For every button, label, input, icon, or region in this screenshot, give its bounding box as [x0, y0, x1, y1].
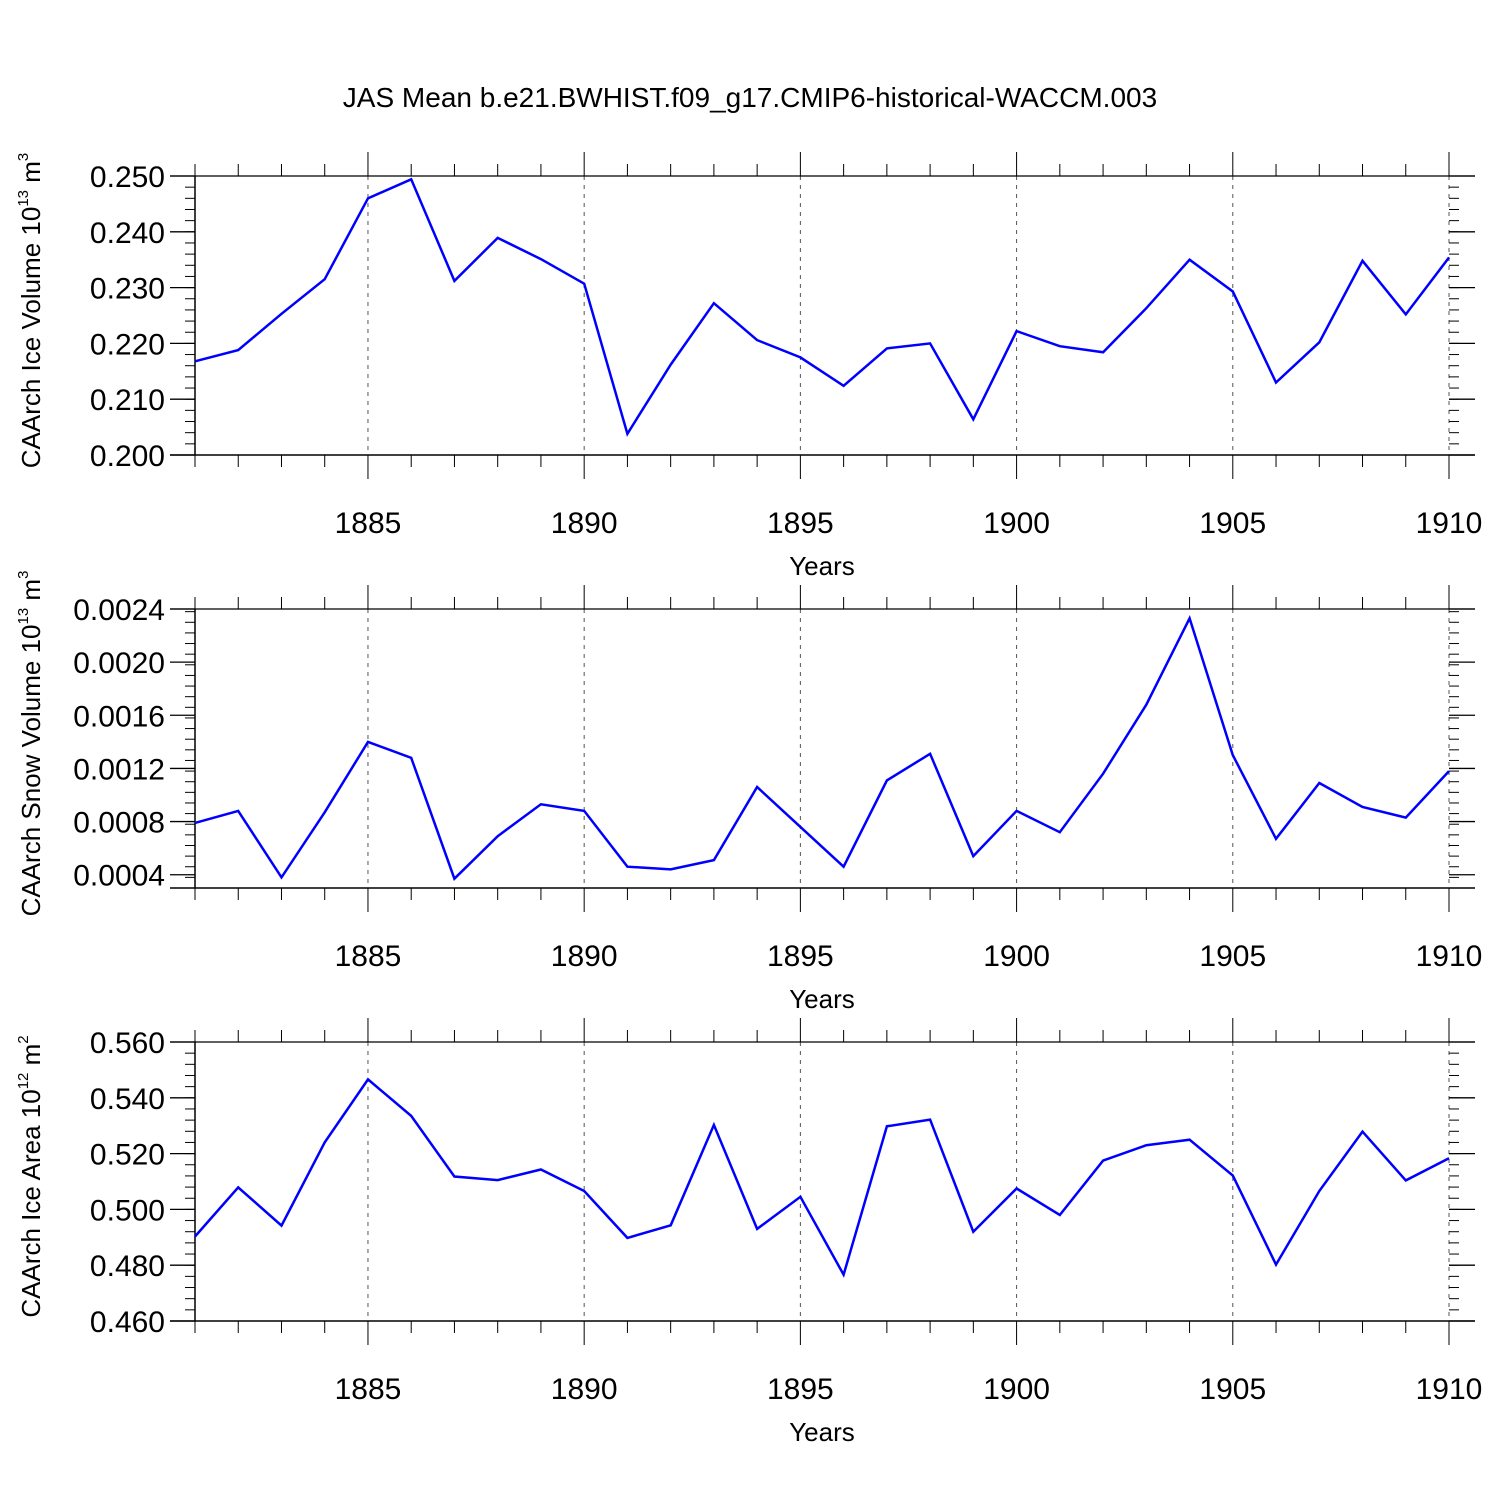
y-tick-label: 0.0012 [73, 753, 165, 786]
y-tick-label: 0.0024 [73, 594, 165, 627]
x-tick-label: 1895 [767, 507, 834, 540]
x-tick-label: 1905 [1199, 940, 1266, 973]
x-tick-label: 1885 [335, 940, 402, 973]
y-tick-label: 0.520 [90, 1139, 165, 1172]
y-tick-label: 0.210 [90, 384, 165, 417]
x-axis-title: Years [789, 1417, 855, 1447]
panel-2: 0.0004 0.0008 0.0012 0.0016 0.0020 0.0024 1885… [15, 571, 1482, 1014]
x-tick-label: 1900 [983, 940, 1050, 973]
x-tick-label: 1900 [983, 1373, 1050, 1406]
x-tick-label: 1895 [767, 940, 834, 973]
chart-panels: 0.200 0.210 0.220 0.230 0.240 0.250 1885 1890 18… [15, 152, 1482, 1447]
panel-1: 0.200 0.210 0.220 0.230 0.240 0.250 1885 1890 18… [15, 152, 1482, 581]
y-tick-label: 0.220 [90, 328, 165, 361]
series-line [194, 614, 1450, 881]
y-tick-label: 0.560 [90, 1027, 165, 1060]
x-tick-label: 1910 [1416, 507, 1483, 540]
series-line [194, 177, 1450, 437]
y-tick-label: 0.540 [90, 1083, 165, 1116]
y-axis-title: CAArch Ice Volume 1013 m3 [15, 153, 46, 469]
y-tick-label: 0.230 [90, 273, 165, 306]
chart-title: JAS Mean b.e21.BWHIST.f09_g17.CMIP6-hist… [343, 82, 1157, 113]
y-tick-label: 0.250 [90, 161, 165, 194]
x-tick-label: 1885 [335, 507, 402, 540]
y-tick-label: 0.0008 [73, 807, 165, 840]
x-tick-label: 1910 [1416, 940, 1483, 973]
y-tick-label: 0.460 [90, 1306, 165, 1339]
x-tick-label: 1910 [1416, 1373, 1483, 1406]
y-tick-label: 0.0016 [73, 700, 165, 733]
x-tick-label: 1890 [551, 940, 618, 973]
x-tick-label: 1895 [767, 1373, 834, 1406]
x-tick-label: 1890 [551, 507, 618, 540]
x-tick-label: 1900 [983, 507, 1050, 540]
y-tick-label: 0.480 [90, 1250, 165, 1283]
x-tick-label: 1905 [1199, 507, 1266, 540]
x-axis-title: Years [789, 551, 855, 581]
panel-3: 0.460 0.480 0.500 0.520 0.540 0.560 1885 1890 18… [15, 1018, 1482, 1447]
x-tick-label: 1905 [1199, 1373, 1266, 1406]
y-tick-label: 0.0020 [73, 647, 165, 680]
y-axis-title: CAArch Snow Volume 1013 m3 [15, 571, 46, 917]
y-tick-label: 0.0004 [73, 860, 165, 893]
series-line [194, 1077, 1450, 1278]
x-axis-title: Years [789, 984, 855, 1014]
y-tick-label: 0.240 [90, 217, 165, 250]
x-tick-label: 1890 [551, 1373, 618, 1406]
y-tick-label: 0.200 [90, 440, 165, 473]
y-axis-title: CAArch Ice Area 1012 m2 [15, 1035, 46, 1317]
y-tick-label: 0.500 [90, 1194, 165, 1227]
x-tick-label: 1885 [335, 1373, 402, 1406]
